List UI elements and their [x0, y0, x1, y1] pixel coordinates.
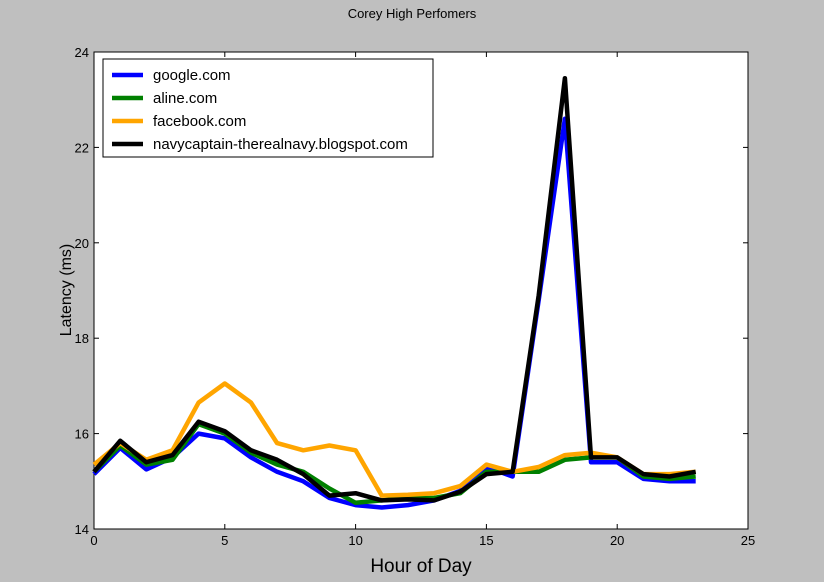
series-line-4 [92, 75, 697, 503]
chart-title: Corey High Perfomers [348, 6, 477, 21]
x-axis-label: Hour of Day [370, 556, 472, 577]
series-layer [92, 75, 697, 510]
legend-label-2: aline.com [153, 90, 217, 107]
y-tick-label: 16 [75, 427, 89, 442]
legend-label-3: facebook.com [153, 113, 246, 130]
x-tick-label: 20 [610, 533, 624, 548]
series-line-3 [92, 381, 696, 498]
x-tick-label: 10 [348, 533, 362, 548]
y-tick-label: 22 [75, 140, 89, 155]
legend-box [102, 58, 434, 158]
x-tick-label: 0 [90, 533, 97, 548]
legend-label-1: google.com [153, 67, 231, 84]
y-axis-label: Latency (ms) [58, 244, 75, 336]
x-tick-label: 25 [741, 533, 755, 548]
x-tick-label: 15 [479, 533, 493, 548]
legend-label-4: navycaptain-therealnavy.blogspot.com [153, 136, 408, 153]
y-tick-label: 20 [75, 236, 89, 251]
y-tick-label: 14 [75, 522, 89, 537]
series-line-1 [92, 116, 696, 510]
ticks-layer: 0 5 10 15 20 25 14 16 18 20 22 24 [75, 45, 756, 548]
y-tick-label: 18 [75, 331, 89, 346]
y-tick-label: 24 [75, 45, 89, 60]
x-tick-label: 5 [221, 533, 228, 548]
legend: google.com aline.com facebook.com navycapta… [102, 58, 434, 158]
